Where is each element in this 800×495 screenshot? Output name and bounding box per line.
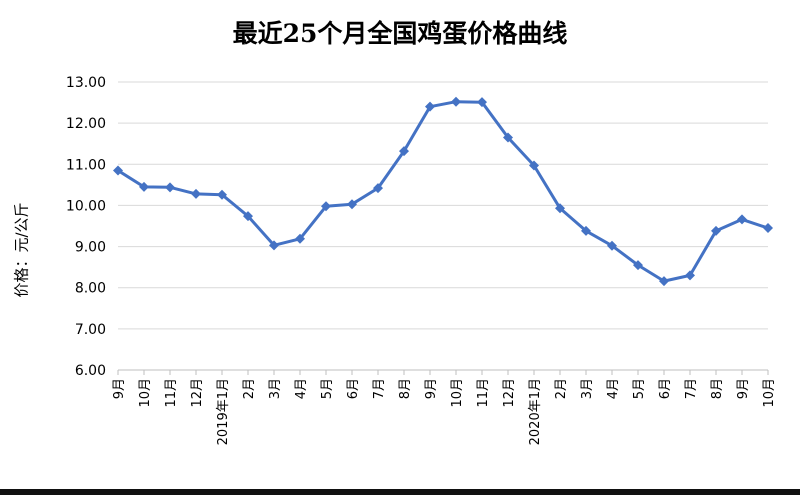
data-point — [633, 260, 643, 271]
x-tick-label: 7月 — [684, 378, 699, 399]
series-line — [117, 100, 769, 283]
data-point — [399, 146, 409, 157]
data-point — [113, 165, 123, 176]
x-tick-label: 5月 — [320, 378, 335, 399]
data-point — [165, 182, 175, 193]
bottom-border — [0, 489, 800, 495]
x-tick-label: 9月 — [112, 378, 127, 399]
x-tick-label: 6月 — [346, 378, 361, 399]
x-tick-label: 10月 — [450, 378, 465, 408]
data-point — [503, 132, 513, 143]
x-tick-label: 9月 — [736, 378, 751, 399]
data-point — [321, 201, 331, 212]
data-point — [685, 270, 695, 281]
data-point — [139, 181, 149, 192]
x-tick-label: 4月 — [606, 378, 621, 399]
data-point — [425, 101, 435, 112]
x-tick-label: 7月 — [372, 378, 387, 399]
y-tick-label: 12.00 — [66, 116, 106, 132]
y-tick-label: 9.00 — [75, 240, 106, 256]
y-tick-label: 7.00 — [75, 322, 106, 338]
y-tick-label: 8.00 — [75, 281, 106, 297]
x-tick-label: 6月 — [658, 378, 673, 399]
data-point — [295, 233, 305, 244]
x-tick-label: 11月 — [476, 378, 491, 408]
y-tick-label: 11.00 — [66, 157, 106, 173]
y-tick-label: 13.00 — [66, 75, 106, 91]
x-tick-label: 12月 — [190, 378, 205, 408]
x-tick-label: 8月 — [710, 378, 725, 399]
x-tick-label: 11月 — [164, 378, 179, 408]
x-tick-label: 2020年1月 — [528, 378, 543, 445]
x-tick-label: 2月 — [554, 378, 569, 399]
data-point — [243, 211, 253, 222]
data-point — [477, 97, 487, 108]
data-point — [763, 223, 773, 234]
x-tick-label: 3月 — [268, 378, 283, 399]
y-tick-label: 10.00 — [66, 198, 106, 214]
data-point — [451, 96, 461, 107]
x-tick-label: 12月 — [502, 378, 517, 408]
data-point — [347, 199, 357, 210]
x-tick-label: 2月 — [242, 378, 257, 399]
x-tick-label: 2019年1月 — [216, 378, 231, 445]
data-point — [659, 276, 669, 287]
x-tick-label: 10月 — [138, 378, 153, 408]
x-tick-label: 5月 — [632, 378, 647, 399]
data-point — [529, 160, 539, 171]
data-point — [217, 189, 227, 200]
data-point — [711, 225, 721, 236]
y-tick-label: 6.00 — [75, 363, 106, 379]
data-point — [269, 240, 279, 251]
x-tick-label: 10月 — [762, 378, 777, 408]
data-point — [737, 214, 747, 225]
x-tick-label: 9月 — [424, 378, 439, 399]
data-point — [373, 183, 383, 194]
chart-title: 最近25个月全国鸡蛋价格曲线 — [232, 19, 568, 48]
x-tick-label: 4月 — [294, 378, 309, 399]
x-tick-label: 8月 — [398, 378, 413, 399]
x-tick-label: 3月 — [580, 378, 595, 399]
data-point — [581, 225, 591, 236]
data-point — [555, 203, 565, 214]
data-point — [191, 188, 201, 199]
data-point — [607, 240, 617, 251]
